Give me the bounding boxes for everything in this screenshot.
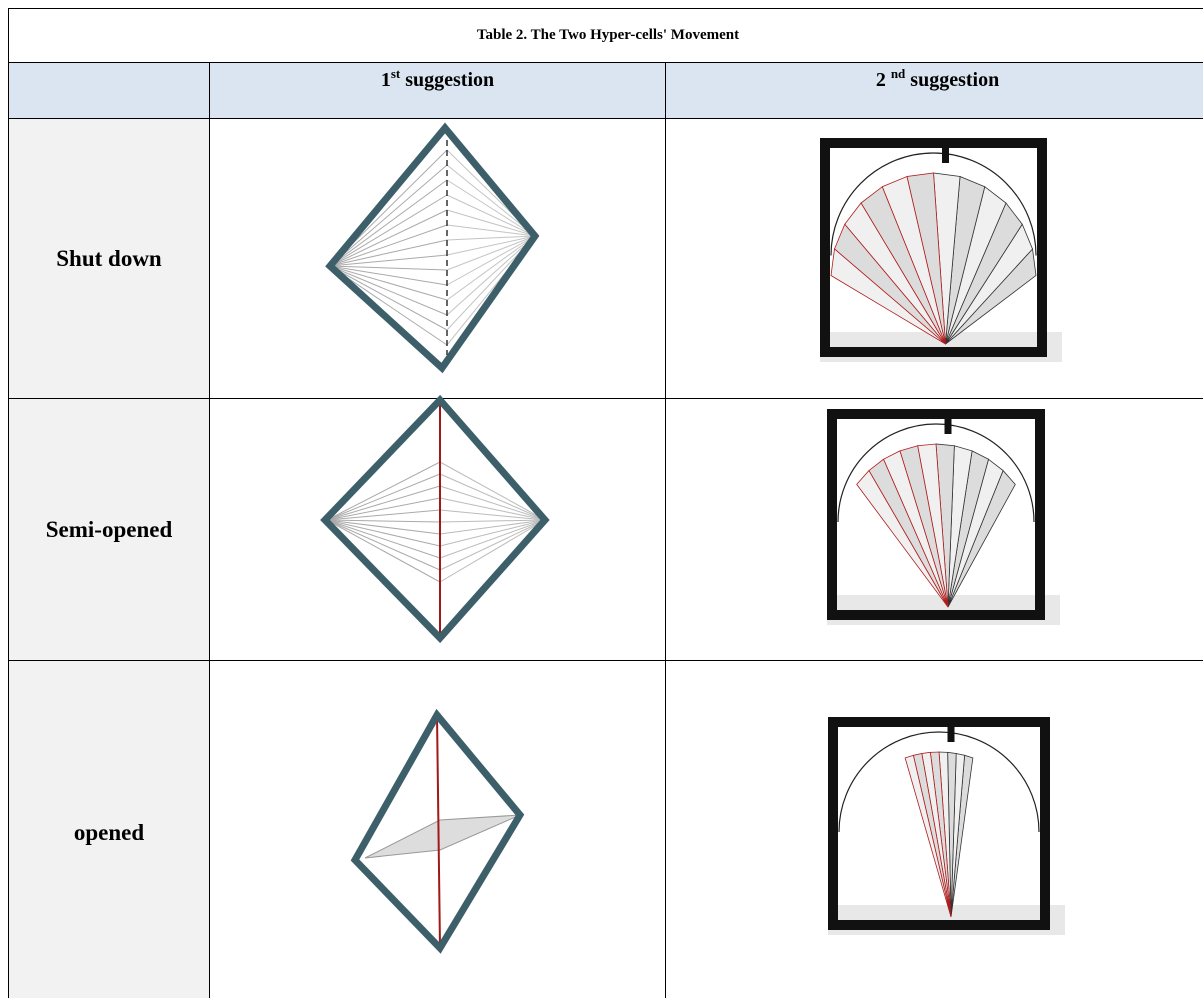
fold-line	[446, 235, 536, 316]
image-cell	[209, 398, 666, 661]
fold-line	[329, 265, 448, 271]
fold-line	[329, 265, 448, 286]
arc	[838, 731, 1040, 833]
fold-line	[439, 519, 546, 559]
fold-line	[329, 265, 448, 301]
fold-line	[439, 497, 546, 521]
fold-line	[326, 497, 441, 521]
fold-line	[326, 473, 441, 521]
panel	[830, 248, 946, 345]
fold-line	[326, 485, 441, 521]
header-number: 1	[380, 69, 391, 91]
header-label: suggestion	[405, 69, 495, 91]
column-header: 2 nd suggestion	[665, 62, 1203, 119]
fold-line	[329, 239, 448, 267]
row-label: Shut down	[8, 118, 210, 399]
frame	[827, 409, 1045, 620]
fold-line	[329, 254, 448, 267]
axis	[436, 714, 441, 949]
fold-line	[439, 519, 546, 571]
fold-line	[439, 519, 546, 547]
fold-line	[326, 519, 441, 559]
fold-line	[446, 235, 536, 256]
fold-line	[329, 194, 448, 267]
frame	[828, 717, 1050, 930]
frame	[325, 122, 540, 374]
fold-line	[326, 519, 441, 571]
fold-line	[326, 519, 441, 523]
header-superscript: nd	[890, 66, 906, 81]
frame	[820, 138, 1047, 357]
fold-line	[446, 209, 536, 237]
fold-line	[329, 224, 448, 267]
fold-line	[446, 194, 536, 237]
fold-line	[439, 473, 546, 521]
fold-line	[439, 461, 546, 521]
fold-line	[446, 235, 536, 271]
arc	[830, 152, 1037, 256]
fold-line	[439, 509, 546, 521]
fold-line	[326, 519, 441, 547]
fold-line	[446, 235, 536, 241]
fold-line	[446, 179, 536, 237]
fold-line	[329, 179, 448, 267]
row-label: Semi-opened	[8, 398, 210, 661]
header-label: suggestion	[910, 69, 1000, 91]
fold-line	[439, 519, 546, 583]
fold-line	[446, 235, 536, 286]
fold-line	[446, 224, 536, 237]
fold-line	[326, 519, 441, 535]
row-label: opened	[8, 660, 210, 998]
panel	[904, 754, 952, 918]
fold-line	[326, 519, 441, 583]
fold-line	[329, 265, 448, 331]
fold-line	[329, 265, 448, 316]
fold-line	[326, 509, 441, 521]
fold-line	[329, 209, 448, 267]
frame	[320, 394, 550, 644]
fold-line	[439, 519, 546, 535]
panel	[856, 469, 949, 608]
frame	[350, 708, 525, 954]
fold-line	[329, 164, 448, 267]
fold-line	[439, 519, 546, 523]
fold-line	[446, 235, 536, 301]
fold-line	[439, 485, 546, 521]
header-superscript: st	[390, 66, 401, 81]
fold-line	[446, 164, 536, 237]
header-number: 2	[875, 69, 886, 91]
fold-line	[326, 461, 441, 521]
arc	[837, 423, 1035, 523]
